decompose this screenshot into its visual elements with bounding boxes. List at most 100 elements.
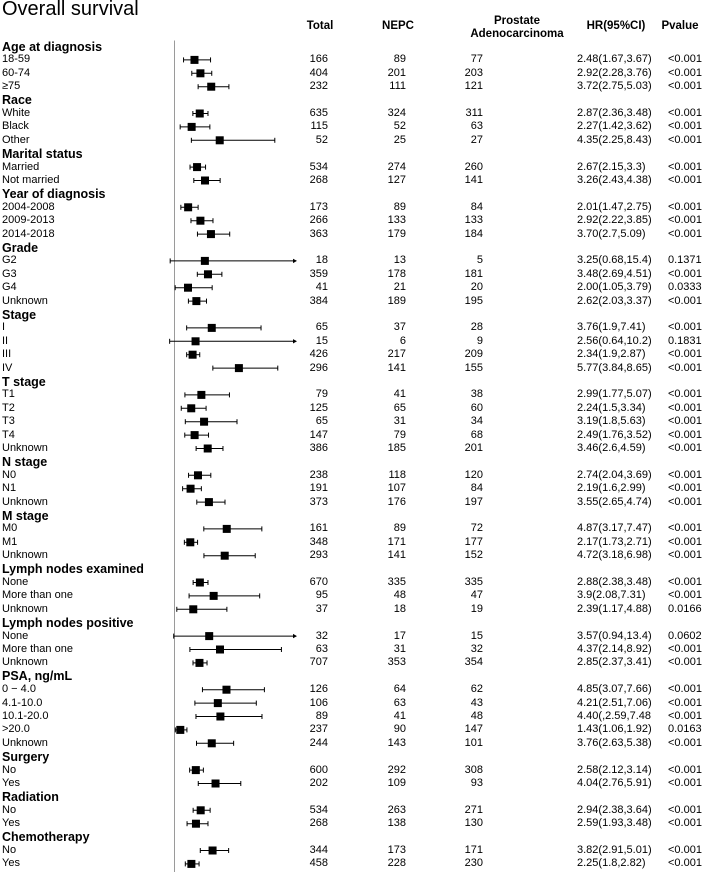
hr-point: [211, 779, 220, 788]
cell-prostate: 121: [464, 80, 483, 93]
cell-total: 202: [309, 777, 328, 789]
cell-prostate: 60: [470, 401, 483, 414]
row-label: ≥75: [2, 80, 21, 93]
section-header: Lymph nodes positive: [2, 615, 134, 630]
ci-arrow: [293, 339, 297, 344]
cell-prostate: 133: [464, 214, 483, 227]
cell-total: 238: [309, 468, 328, 481]
cell-prostate: 195: [464, 294, 483, 307]
cell-total: 348: [309, 535, 328, 548]
hr-point: [207, 323, 216, 332]
cell-prostate: 62: [470, 683, 483, 696]
cell-pvalue: <0.001: [668, 227, 702, 240]
row-label: II: [2, 334, 9, 347]
cell-nepc: 133: [387, 214, 406, 227]
section-header: PSA, ng/mL: [2, 669, 73, 684]
chart-title: Overall survival: [2, 0, 139, 20]
cell-pvalue: <0.001: [668, 294, 702, 307]
cell-nepc: 335: [387, 576, 406, 588]
cell-prostate: 93: [470, 777, 483, 789]
cell-prostate: 101: [464, 736, 483, 749]
row-label: N0: [2, 468, 17, 481]
cell-pvalue: <0.001: [668, 107, 702, 119]
hr-point: [195, 578, 204, 587]
cell-nepc: 353: [387, 656, 406, 669]
cell-hr: 2.94(2.38,3.64): [577, 803, 652, 816]
row-label: 18-59: [2, 53, 31, 66]
row-label: None: [2, 576, 29, 588]
cell-prostate: 120: [464, 468, 483, 481]
row-label: 2009-2013: [2, 214, 55, 227]
hr-point: [216, 712, 225, 721]
row-label: Not married: [2, 174, 60, 186]
row-label: T2: [2, 401, 15, 414]
section-header: Lymph nodes examined: [2, 562, 144, 577]
hr-point: [197, 390, 206, 399]
cell-pvalue: 0.0166: [668, 602, 702, 615]
cell-hr: 3.70(2.7,5.09): [577, 227, 646, 240]
cell-prostate: 260: [464, 160, 483, 173]
cell-nepc: 118: [388, 468, 406, 481]
section-header: T stage: [2, 374, 46, 389]
hr-point: [208, 846, 217, 855]
cell-hr: 3.26(2.43,4.38): [577, 174, 652, 186]
cell-pvalue: <0.001: [668, 576, 702, 588]
cell-pvalue: <0.001: [668, 857, 702, 870]
hr-point: [187, 122, 196, 131]
hr-point: [207, 739, 216, 748]
cell-nepc: 41: [393, 388, 406, 401]
cell-hr: 3.57(0.94,13.4): [577, 629, 652, 642]
header-prostate-line1: Prostate: [493, 15, 541, 27]
hr-point: [234, 364, 243, 373]
cell-prostate: 47: [470, 589, 483, 602]
row-label: 2004-2008: [2, 200, 55, 213]
cell-pvalue: <0.001: [668, 160, 702, 173]
cell-prostate: 311: [465, 107, 483, 119]
section-header: Grade: [2, 240, 39, 255]
cell-prostate: 9: [476, 334, 483, 347]
hr-point: [203, 270, 212, 279]
cell-nepc: 292: [387, 763, 406, 776]
row-label: Unknown: [2, 294, 48, 307]
cell-total: 670: [309, 576, 328, 588]
row-label: Yes: [2, 777, 20, 789]
cell-prostate: 19: [470, 602, 483, 615]
cell-total: 293: [309, 549, 328, 562]
row-label: Other: [2, 133, 30, 146]
cell-nepc: 107: [387, 482, 406, 495]
cell-prostate: 271: [464, 803, 483, 816]
cell-pvalue: <0.001: [668, 683, 702, 696]
cell-prostate: 181: [464, 267, 483, 280]
hr-point: [184, 283, 192, 292]
cell-hr: 2.19(1.6,2.99): [577, 482, 646, 495]
cell-total: 37: [315, 602, 328, 615]
row-label: No: [2, 763, 17, 776]
cell-hr: 2.48(1.67,3.67): [577, 53, 652, 66]
cell-prostate: 130: [464, 817, 483, 830]
ci-arrow: [293, 633, 297, 639]
cell-hr: 4.72(3.18,6.98): [577, 549, 652, 562]
cell-total: 52: [315, 133, 328, 146]
cell-pvalue: <0.001: [668, 495, 702, 508]
cell-nepc: 111: [389, 80, 406, 93]
cell-prostate: 354: [464, 656, 483, 669]
cell-nepc: 90: [393, 723, 406, 736]
cell-hr: 3.46(2.6,4.59): [577, 442, 646, 454]
cell-nepc: 89: [393, 522, 406, 535]
cell-hr: 4.35(2.25,8.43): [577, 133, 652, 146]
cell-nepc: 89: [393, 200, 406, 213]
cell-nepc: 109: [387, 777, 406, 789]
hr-point: [176, 725, 185, 734]
cell-total: 244: [309, 736, 328, 749]
cell-prostate: 230: [464, 857, 483, 870]
cell-hr: 2.59(1.93,3.48): [577, 817, 652, 830]
row-label: Unknown: [2, 736, 48, 749]
cell-nepc: 179: [387, 227, 406, 240]
row-label: G4: [2, 281, 17, 294]
section-header: Radiation: [2, 789, 59, 804]
header-pvalue: Pvalue: [661, 20, 699, 32]
cell-hr: 2.00(1.05,3.79): [577, 281, 652, 294]
cell-prostate: 84: [470, 482, 483, 495]
row-label: None: [2, 629, 29, 642]
row-label: 2014-2018: [2, 227, 55, 240]
